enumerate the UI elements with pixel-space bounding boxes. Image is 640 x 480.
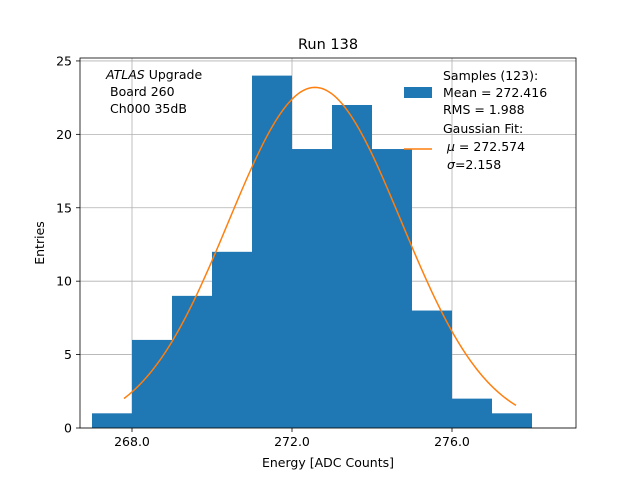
legend: Samples (123): Mean = 272.416 RMS = 1.98… (404, 68, 547, 172)
plot-frame (79, 57, 577, 429)
atlas-label: ATLAS (105, 67, 145, 82)
legend-hist-line-3: RMS = 1.988 (443, 102, 525, 117)
x-axis-label: Energy [ADC Counts] (262, 455, 394, 470)
sigma-value: =2.158 (455, 157, 501, 172)
x-tick-label: 268.0 (114, 434, 150, 449)
legend-histogram-swatch (404, 87, 432, 98)
histogram-bar (412, 310, 452, 428)
axis-ticks: 268.0 272.0 276.0 0 5 10 15 20 25 (56, 53, 470, 449)
upgrade-label: Upgrade (145, 67, 203, 82)
annotation-line-3: Ch000 35dB (110, 101, 187, 116)
legend-hist-line-1: Samples (123): (443, 68, 538, 83)
y-tick-label: 0 (64, 421, 72, 436)
sigma-symbol: σ (447, 157, 456, 172)
y-tick-label: 20 (56, 127, 72, 142)
histogram-bar (172, 295, 212, 428)
annotation-line-2: Board 260 (110, 84, 175, 99)
atlas-annotation: ATLAS Upgrade Board 260 Ch000 35dB (105, 67, 202, 116)
y-tick-label: 15 (56, 200, 72, 215)
legend-fit-sigma: σ=2.158 (447, 157, 501, 172)
histogram-bar (212, 251, 252, 428)
histogram-bar (332, 104, 372, 428)
legend-fit-mu: μ = 272.574 (446, 139, 525, 154)
histogram-bars (92, 75, 532, 429)
x-tick-label: 272.0 (274, 434, 310, 449)
histogram-bar (492, 413, 532, 428)
mu-symbol: μ (446, 139, 455, 154)
chart-title: Run 138 (298, 37, 358, 53)
y-tick-label: 5 (64, 347, 72, 362)
mu-value: = 272.574 (455, 139, 525, 154)
legend-fit-line-1: Gaussian Fit: (443, 121, 523, 136)
histogram-bar (252, 75, 292, 428)
y-axis-label: Entries (32, 221, 47, 265)
histogram-bar (452, 398, 492, 428)
annotation-line-1: ATLAS Upgrade (105, 67, 202, 82)
x-tick-label: 276.0 (434, 434, 470, 449)
y-tick-label: 25 (56, 53, 72, 68)
histogram-bar (132, 339, 172, 428)
histogram-bar (292, 149, 332, 429)
histogram-bar (92, 413, 132, 428)
y-tick-label: 10 (56, 274, 72, 289)
gaussian-fit-curve (123, 86, 517, 407)
legend-hist-line-2: Mean = 272.416 (443, 85, 547, 100)
histogram-bar (372, 149, 412, 429)
